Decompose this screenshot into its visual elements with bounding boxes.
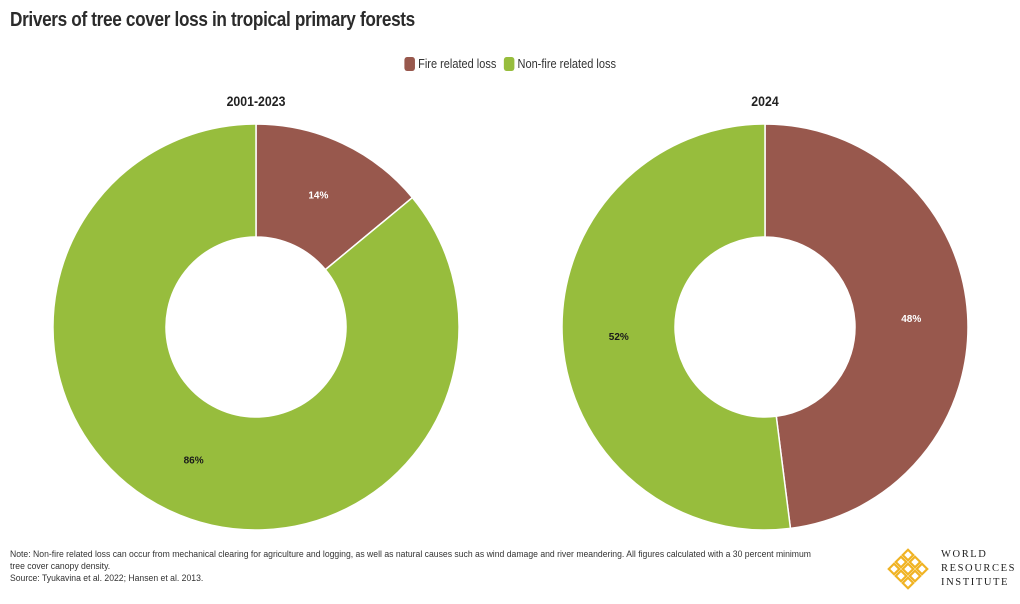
footnote: Note: Non-fire related loss can occur fr…: [10, 549, 820, 585]
legend-swatch-fire: [404, 57, 415, 71]
logo-diamond-7: [908, 569, 922, 583]
donut-charts: 2001-2023 14% 86% 2024 48% 52%: [52, 93, 969, 531]
logo-diamond-2: [908, 555, 922, 569]
legend-label-fire: Fire related loss: [418, 57, 497, 71]
wri-logo: WORLD RESOURCES INSTITUTE: [886, 546, 1016, 592]
wri-logo-text: WORLD RESOURCES INSTITUTE: [941, 548, 1016, 590]
logo-diamond-5: [915, 562, 929, 576]
legend-label-nonfire: Non-fire related loss: [517, 57, 616, 71]
footnote-note: Note: Non-fire related loss can occur fr…: [10, 549, 811, 572]
legend-item-nonfire: Non-fire related loss: [503, 57, 616, 71]
logo-diamond-0: [901, 548, 915, 562]
logo-line-2: RESOURCES: [941, 563, 1017, 574]
logo-diamond-1: [894, 555, 908, 569]
legend-item-fire: Fire related loss: [404, 57, 496, 71]
donut-0-label-nonfire: 86%: [184, 456, 204, 467]
donut-title-1: 2024: [751, 93, 779, 109]
donut-1-label-nonfire: 52%: [609, 332, 629, 343]
donut-0-slice-nonfire: [52, 123, 460, 531]
donut-1-slice-fire: [764, 123, 969, 530]
legend-swatch-nonfire: [503, 57, 514, 71]
logo-diamond-8: [901, 576, 915, 590]
logo-diamond-4: [901, 562, 915, 576]
chart-title: Drivers of tree cover loss in tropical p…: [10, 9, 415, 31]
donut-1-label-fire: 48%: [901, 314, 921, 325]
logo-diamond-6: [894, 569, 908, 583]
wri-logo-icon: [887, 548, 929, 590]
donut-0-label-fire: 14%: [308, 190, 328, 201]
donut-title-0: 2001-2023: [227, 93, 286, 109]
footnote-source: Source: Tyukavina et al. 2022; Hansen et…: [10, 573, 204, 584]
logo-line-1: WORLD: [941, 549, 988, 560]
logo-line-3: INSTITUTE: [941, 577, 1010, 588]
logo-diamond-3: [887, 562, 901, 576]
donut-1-slice-nonfire: [561, 123, 792, 531]
donut-0-slice-fire: [255, 123, 414, 271]
legend: Fire related loss Non-fire related loss: [61, 57, 959, 71]
